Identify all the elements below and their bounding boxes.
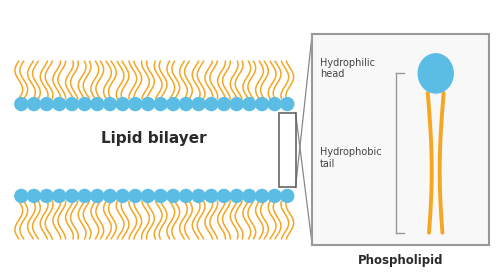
Text: Phospholipid: Phospholipid [358,254,443,267]
Ellipse shape [28,189,40,203]
Ellipse shape [53,189,66,203]
Ellipse shape [256,189,268,203]
Ellipse shape [205,97,218,111]
Ellipse shape [180,97,192,111]
Ellipse shape [53,97,66,111]
Ellipse shape [28,97,40,111]
Ellipse shape [116,189,129,203]
Ellipse shape [129,97,141,111]
Ellipse shape [230,97,243,111]
Ellipse shape [66,189,78,203]
Ellipse shape [104,97,117,111]
Ellipse shape [281,189,294,203]
Ellipse shape [243,97,256,111]
Ellipse shape [218,97,230,111]
Ellipse shape [167,97,179,111]
Ellipse shape [104,189,117,203]
Ellipse shape [256,97,268,111]
Text: Hydrophilic
head: Hydrophilic head [320,58,375,79]
Ellipse shape [230,189,243,203]
Ellipse shape [78,97,91,111]
Ellipse shape [281,97,294,111]
Ellipse shape [268,97,281,111]
Ellipse shape [142,189,154,203]
Ellipse shape [180,189,192,203]
Ellipse shape [91,97,104,111]
Ellipse shape [154,97,167,111]
Text: Hydrophobic
tail: Hydrophobic tail [320,147,382,169]
Ellipse shape [192,189,205,203]
Ellipse shape [243,189,256,203]
Ellipse shape [205,189,218,203]
Ellipse shape [268,189,281,203]
Ellipse shape [167,189,179,203]
Ellipse shape [66,97,78,111]
Ellipse shape [192,97,205,111]
Ellipse shape [154,189,167,203]
Ellipse shape [129,189,141,203]
Ellipse shape [15,97,28,111]
Ellipse shape [91,189,104,203]
Ellipse shape [15,189,28,203]
Text: Lipid bilayer: Lipid bilayer [102,131,207,146]
Ellipse shape [116,97,129,111]
Ellipse shape [40,97,53,111]
Ellipse shape [218,189,230,203]
Bar [279,112,295,188]
Bar [312,34,488,245]
Ellipse shape [40,189,53,203]
Ellipse shape [142,97,154,111]
Ellipse shape [78,189,91,203]
Ellipse shape [418,54,453,93]
